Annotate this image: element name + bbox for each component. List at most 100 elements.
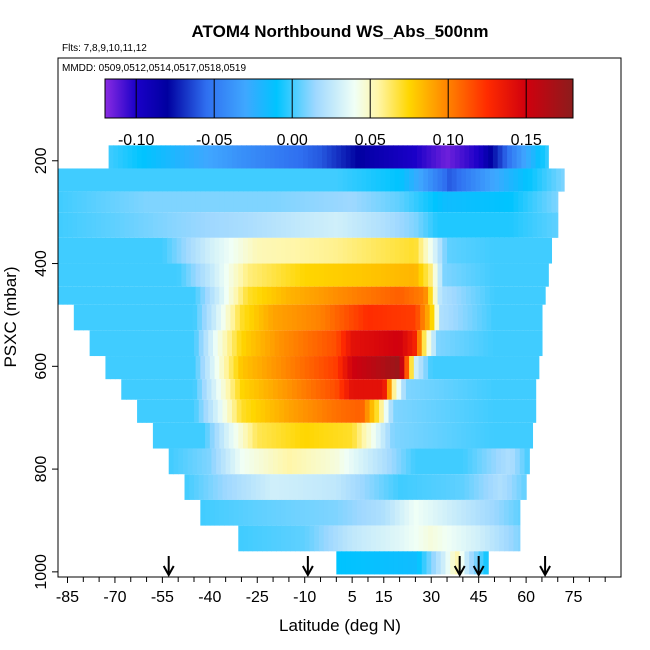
heatmap-cell	[522, 263, 529, 287]
heatmap-cell	[394, 212, 401, 238]
heatmap-cell	[190, 237, 197, 264]
heatmap-cell	[475, 422, 481, 449]
heatmap-cell	[247, 191, 254, 213]
heatmap-cell	[372, 379, 379, 400]
heatmap-cell	[189, 474, 195, 500]
heatmap-cell	[500, 448, 507, 475]
heatmap-cell	[205, 191, 211, 213]
heatmap-cell	[209, 191, 216, 213]
heatmap-cell	[296, 304, 303, 331]
heatmap-cell	[394, 499, 401, 526]
heatmap-cell	[91, 286, 97, 305]
heatmap-cell	[173, 448, 179, 475]
heatmap-cell	[78, 304, 84, 331]
heatmap-cell	[239, 304, 246, 331]
heatmap-cell	[186, 286, 192, 305]
heatmap-cell	[94, 330, 100, 357]
heatmap-cell	[394, 237, 401, 264]
heatmap-cell	[435, 399, 442, 423]
heatmap-cell	[167, 168, 173, 192]
heatmap-cell	[263, 448, 269, 475]
heatmap-cell	[100, 237, 107, 264]
heatmap-cell	[239, 448, 246, 475]
heatmap-cell	[442, 286, 448, 305]
heatmap-cell	[551, 212, 557, 238]
heatmap-cell	[309, 168, 315, 192]
heatmap-cell	[209, 237, 216, 264]
heatmap-cell	[110, 212, 116, 238]
heatmap-cell	[306, 448, 312, 475]
heatmap-cell	[148, 191, 154, 213]
heatmap-cell	[342, 422, 348, 449]
heatmap-cell	[138, 286, 144, 305]
heatmap-cell	[379, 330, 385, 357]
heatmap-cell	[249, 304, 255, 331]
heatmap-cell	[280, 422, 287, 449]
heatmap-cell	[175, 399, 181, 423]
heatmap-cell	[189, 399, 195, 423]
heatmap-row	[137, 399, 537, 423]
heatmap-cell	[380, 237, 386, 264]
heatmap-cell	[333, 525, 339, 552]
heatmap-cell	[162, 191, 168, 213]
heatmap-cell	[513, 168, 519, 192]
heatmap-cell	[124, 286, 130, 305]
heatmap-cell	[511, 145, 518, 169]
heatmap-cell	[494, 263, 500, 287]
heatmap-cell	[304, 499, 311, 526]
heatmap-cell	[366, 525, 372, 552]
heatmap-cell	[513, 212, 519, 238]
heatmap-cell	[257, 191, 263, 213]
heatmap-cell	[312, 145, 318, 169]
heatmap-cell	[110, 286, 116, 305]
heatmap-cell	[325, 448, 331, 475]
heatmap-cell	[323, 237, 330, 264]
heatmap-cell	[358, 379, 364, 400]
heatmap-cell	[404, 191, 410, 213]
heatmap-cell	[507, 330, 513, 357]
heatmap-cell	[361, 168, 367, 192]
heatmap-cell	[401, 379, 407, 400]
heatmap-cell	[510, 448, 516, 475]
heatmap-cell	[190, 168, 197, 192]
x-tick-label: -25	[246, 589, 269, 606]
heatmap-cell	[380, 263, 386, 287]
heatmap-cell	[285, 191, 292, 213]
heatmap-cell	[434, 304, 440, 331]
heatmap-cell	[110, 263, 116, 287]
heatmap-cell	[503, 499, 510, 526]
heatmap-cell	[137, 399, 143, 423]
heatmap-cell	[371, 212, 377, 238]
heatmap-cell	[333, 286, 339, 305]
heatmap-cell	[111, 304, 118, 331]
heatmap-cell	[233, 422, 239, 449]
heatmap-cell	[176, 263, 182, 287]
heatmap-cell	[208, 474, 214, 500]
heatmap-cell	[375, 212, 382, 238]
heatmap-cell	[491, 379, 497, 400]
heatmap-cell	[323, 499, 330, 526]
heatmap-cell	[484, 168, 491, 192]
heatmap-cell	[95, 212, 102, 238]
heatmap-cell	[157, 263, 163, 287]
heatmap-cell	[404, 499, 410, 526]
heatmap-cell	[224, 191, 230, 213]
heatmap-cell	[250, 474, 257, 500]
heatmap-cell	[350, 551, 356, 575]
heatmap-cell	[205, 499, 211, 526]
heatmap-cell	[464, 399, 470, 423]
heatmap-cell	[385, 356, 391, 380]
heatmap-cell	[171, 263, 178, 287]
heatmap-cell	[159, 304, 165, 331]
heatmap-cell	[371, 499, 377, 526]
heatmap-cell	[91, 212, 97, 238]
heatmap-cell	[434, 448, 440, 475]
heatmap-cell	[442, 191, 448, 213]
heatmap-cell	[257, 212, 263, 238]
heatmap-cell	[273, 448, 279, 475]
heatmap-cell	[58, 168, 64, 192]
heatmap-cell	[243, 263, 249, 287]
heatmap-cell	[76, 168, 83, 192]
heatmap-cell	[364, 330, 371, 357]
